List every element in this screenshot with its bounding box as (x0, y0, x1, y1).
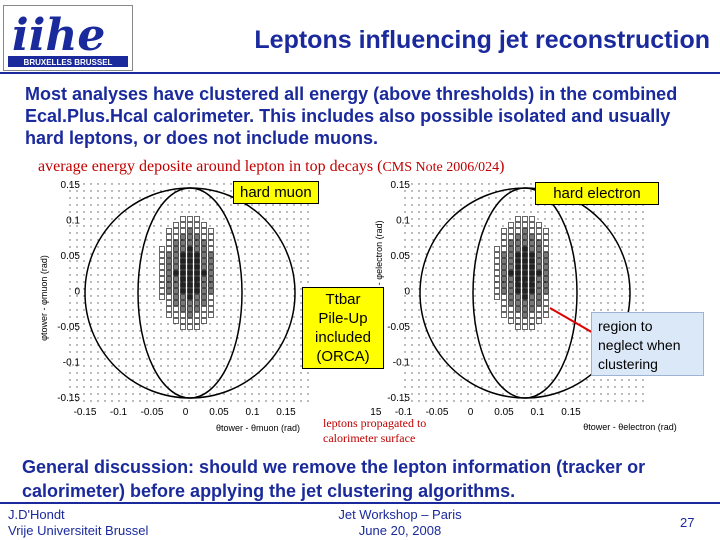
left-x-tick-label: 0.1 (246, 407, 260, 418)
muon-y-axis-label: φtower - φmuon (rad) (39, 255, 49, 341)
muon-x-axis-label: θtower - θmuon (rad) (216, 423, 300, 433)
left-x-tick-label: 0.15 (276, 407, 296, 418)
electron-x-axis-label: θtower - θelectron (rad) (583, 422, 677, 432)
right-y-tick-label: 0.05 (391, 251, 411, 262)
footer-divider (0, 502, 720, 504)
footer-event: Jet Workshop – Paris (320, 507, 480, 523)
caption-main: average energy deposite around lepton in… (38, 158, 382, 175)
hard-electron-label: hard electron (535, 182, 659, 205)
footer-institution: Vrije Universiteit Brussel (8, 523, 148, 539)
left-y-tick-label: 0 (74, 287, 80, 298)
slide-title: Leptons influencing jet reconstruction (150, 26, 710, 55)
discussion-text: General discussion: should we remove the… (22, 455, 712, 503)
right-x-tick-label: 0.05 (494, 407, 514, 418)
right-x-tick-label: 0.1 (531, 407, 545, 418)
right-x-tick-label: 0.15 (561, 407, 581, 418)
right-x-tick-label: 0 (468, 407, 474, 418)
region-note: region to neglect when clustering (591, 312, 704, 376)
ttbar-pileup-note: Ttbar Pile-Up included (ORCA) (302, 287, 384, 369)
plots-caption: average energy deposite around lepton in… (38, 158, 504, 176)
right-y-tick-label: -0.15 (387, 393, 410, 404)
footer-author: J.D'Hondt (8, 507, 148, 523)
logo-text: iihe (12, 10, 105, 61)
logo-subtext: BRUXELLES BRUSSEL (24, 58, 113, 67)
right-y-tick-label: -0.05 (387, 322, 410, 333)
header-divider (0, 72, 720, 74)
ttbar-line-1: Ttbar (303, 290, 383, 309)
ttbar-line-3: included (303, 328, 383, 347)
left-y-tick-label: -0.15 (57, 393, 80, 404)
ttbar-line-2: Pile-Up (303, 309, 383, 328)
hard-muon-label: hard muon (233, 181, 319, 204)
iihe-logo: iihe BRUXELLES BRUSSEL (3, 5, 133, 71)
left-x-tick-label: -0.05 (141, 407, 164, 418)
left-y-tick-label: -0.05 (57, 322, 80, 333)
intro-text: Most analyses have clustered all energy … (25, 83, 705, 149)
propagated-line-1: leptons propagated to (323, 416, 426, 431)
page-number: 27 (680, 515, 694, 530)
left-y-tick-label: 0.05 (61, 251, 81, 262)
right-y-tick-label: 0 (404, 287, 410, 298)
left-y-tick-label: 0.15 (61, 180, 81, 191)
right-y-tick-label: 0.1 (396, 216, 410, 227)
left-x-tick-label: 0 (183, 407, 189, 418)
right-y-tick-label: -0.1 (393, 358, 411, 369)
left-x-tick-label: 0.05 (209, 407, 229, 418)
propagated-note: leptons propagated to calorimeter surfac… (323, 416, 426, 446)
left-x-tick-label: -0.1 (110, 407, 128, 418)
right-y-tick-label: 0.15 (391, 180, 411, 191)
caption-close: ) (499, 158, 504, 175)
propagated-line-2: calorimeter surface (323, 431, 426, 446)
footer-author-block: J.D'Hondt Vrije Universiteit Brussel (8, 507, 148, 539)
right-x-tick-label: -0.05 (426, 407, 449, 418)
left-x-tick-label: -0.15 (74, 407, 97, 418)
muon-deposit-plot: 0.15 0.1 0.05 0 -0.05 -0.1 -0.15 -0.15 -0.1 -0.0… (30, 178, 330, 441)
caption-note: CMS Note 2006/024 (382, 160, 499, 175)
left-y-tick-label: -0.1 (63, 358, 81, 369)
footer-date: June 20, 2008 (320, 523, 480, 539)
left-y-tick-label: 0.1 (66, 216, 80, 227)
footer-event-block: Jet Workshop – Paris June 20, 2008 (320, 507, 480, 539)
ttbar-line-4: (ORCA) (303, 347, 383, 366)
